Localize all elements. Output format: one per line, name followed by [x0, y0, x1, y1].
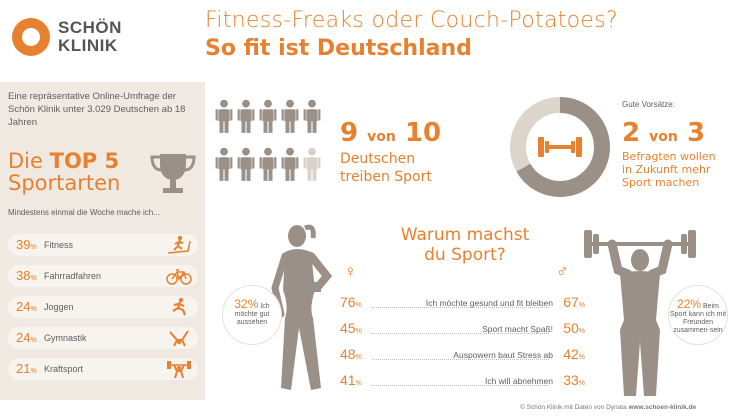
male-pct: 67%	[563, 294, 585, 310]
sport-row-fitness: 39% Fitness	[8, 234, 198, 256]
goals-ratio: 2 von 3	[622, 118, 706, 148]
bubble-pct: 32%	[234, 297, 259, 311]
logo-mark-icon	[12, 18, 50, 56]
sport-row-fahrradfahren: 38% Fahrradfahren	[8, 265, 198, 287]
logo-line1: SCHÖN	[58, 18, 122, 37]
person-icon	[303, 147, 321, 181]
survey-intro: Eine repräsentative Online-Umfrage der S…	[8, 91, 186, 128]
sport-row-kraftsport: 21% Kraftsport	[8, 358, 198, 380]
logo-line2: KLINIK	[58, 36, 118, 55]
sport-label: Fitness	[44, 240, 74, 250]
runner-icon	[172, 297, 187, 316]
weightlifter-icon	[167, 361, 191, 379]
sport-pct: 24%	[16, 299, 37, 314]
sport-pct: 24%	[16, 330, 37, 345]
female-athlete-figure	[271, 224, 333, 390]
reason-label: Sport macht Spaß!	[482, 324, 553, 334]
person-icon	[281, 99, 299, 133]
top5-subtitle: Mindestens einmal die Woche mache ich...	[8, 208, 160, 217]
person-icon	[259, 99, 277, 133]
bicycle-icon	[166, 269, 192, 285]
schoen-klinik-logo[interactable]: SCHÖN KLINIK	[12, 10, 192, 65]
male-pct: 33%	[563, 372, 585, 388]
person-icon	[237, 147, 255, 181]
sport-row-joggen: 24% Joggen	[8, 296, 198, 318]
bubble-text: Ich möchte gut aussehen	[234, 303, 270, 326]
male-symbol-icon: ♂	[556, 262, 569, 281]
sport-label: Kraftsport	[44, 364, 84, 374]
female-bubble: 32% Ich möchte gut aussehen	[222, 285, 282, 345]
reason-row: 41% Ich will abnehmen 33%	[340, 372, 585, 390]
sport-pct: 39%	[16, 237, 37, 252]
top5-bold: TOP 5	[49, 149, 120, 173]
dumbbell-icon	[538, 137, 582, 157]
goals-label: Gute Vorsätze:	[622, 100, 675, 109]
reason-label: Ich will abnehmen	[484, 376, 553, 386]
gymnast-icon	[169, 330, 189, 347]
reason-label: Ich möchte gesund und fit bleiben	[425, 298, 553, 308]
sport-label: Gymnastik	[44, 333, 87, 343]
male-pct: 50%	[563, 320, 585, 336]
goals-text: Befragten wollen in Zukunft mehr Sport mac…	[622, 150, 716, 189]
bubble-pct: 22%	[677, 297, 702, 311]
bubble-text: Beim Sport kann ich mit Freunden zusamme…	[669, 303, 727, 334]
dotted-leader	[372, 385, 549, 386]
dotted-leader	[372, 333, 549, 334]
people-grid	[215, 95, 330, 190]
female-symbol-icon: ♀	[344, 262, 357, 281]
sport-row-gymnastik: 24% Gymnastik	[8, 327, 198, 349]
reason-row: 48% Auspowern baut Stress ab 42%	[340, 346, 585, 364]
sport-ratio-text: Deutschen treiben Sport	[340, 151, 432, 185]
sport-ratio: 9 von 10	[340, 118, 442, 148]
sport-label: Joggen	[44, 302, 74, 312]
reason-label: Auspowern baut Stress ab	[453, 350, 553, 360]
treadmill-icon	[167, 235, 191, 254]
person-icon	[215, 99, 233, 133]
female-pct: 48%	[340, 346, 362, 362]
warum-heading: Warum machst du Sport?	[400, 225, 530, 265]
footer-credit: © Schön Klinik mit Daten von Dynata www.…	[520, 404, 697, 411]
trophy-icon	[150, 154, 196, 193]
top5-line2: Sportarten	[8, 171, 121, 195]
reason-row: 76% Ich möchte gesund und fit bleiben 67…	[340, 294, 585, 312]
female-pct: 76%	[340, 294, 362, 310]
dotted-leader	[372, 307, 549, 308]
donut-arc	[510, 97, 610, 197]
reason-row: 45% Sport macht Spaß! 50%	[340, 320, 585, 338]
male-pct: 42%	[563, 346, 585, 362]
sport-pct: 38%	[16, 268, 37, 283]
person-icon	[237, 99, 255, 133]
person-icon	[303, 99, 321, 133]
top5-heading: Die TOP 5 Sportarten	[8, 150, 120, 194]
sport-label: Fahrradfahren	[44, 271, 102, 281]
goals-donut-chart	[510, 97, 610, 197]
person-icon	[259, 147, 277, 181]
footer-url[interactable]: www.schoen-klinik.de	[628, 404, 697, 411]
female-pct: 45%	[340, 320, 362, 336]
person-icon	[281, 147, 299, 181]
person-icon	[215, 147, 233, 181]
female-pct: 41%	[340, 372, 362, 388]
page-title-line2: So fit ist Deutschland	[205, 36, 472, 61]
top5-prefix: Die	[8, 149, 43, 173]
male-bubble: 22% Beim Sport kann ich mit Freunden zus…	[668, 285, 728, 345]
male-weightlifter-figure	[584, 230, 696, 396]
dotted-leader	[372, 359, 549, 360]
sport-pct: 21%	[16, 361, 37, 376]
header	[0, 0, 740, 80]
page-title-line1: Fitness-Freaks oder Couch-Potatoes?	[205, 8, 619, 33]
